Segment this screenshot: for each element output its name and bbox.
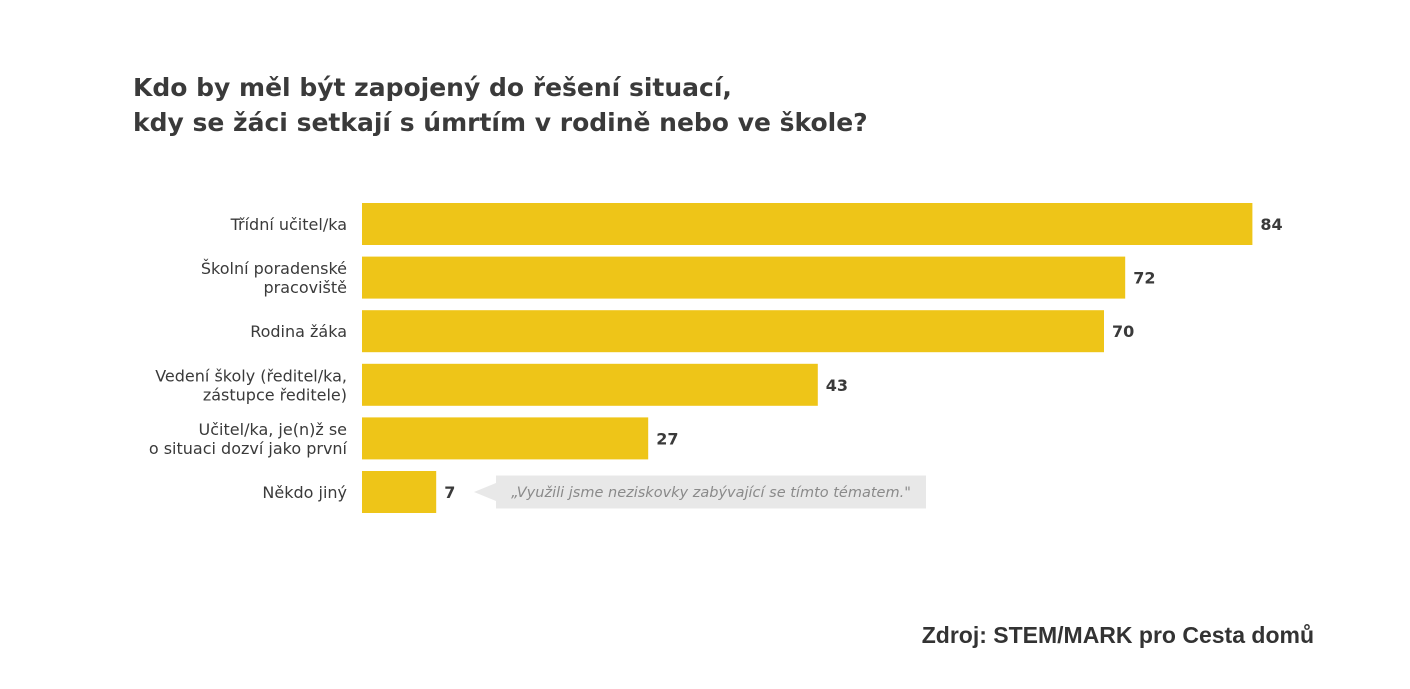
category-label: Někdo jiný [262,483,347,502]
category-label: Rodina žáka [250,322,347,341]
value-label: 7 [444,483,455,502]
value-label: 27 [656,429,678,448]
value-label: 70 [1112,322,1134,341]
value-label: 84 [1260,215,1282,234]
category-label: Vedení školy (ředitel/ka, zástupce ředite… [155,366,347,404]
category-label: Třídní učitel/ka [230,215,347,234]
chart-title-line-1: Kdo by měl být zapojený do řešení situac… [133,73,732,102]
bar [362,417,649,460]
callout-box [496,475,926,509]
bar [362,471,437,513]
bar [362,203,1253,245]
bar [362,256,1126,299]
source-note: Zdroj: STEM/MARK pro Cesta domů [921,622,1314,648]
chart-title: Kdo by měl být zapojený do řešení situac… [133,70,868,140]
chart-title-line-2: kdy se žáci setkají s úmrtím v rodině ne… [133,108,868,137]
bar [362,363,818,406]
callout-pointer [474,483,496,501]
category-label: Školní poradenské pracoviště [201,259,347,297]
callout-text: „Využili jsme neziskovky zabývající se t… [511,485,911,501]
category-label: Učitel/ka, je(n)ž se o situaci dozví jako… [149,420,348,458]
value-label: 72 [1133,269,1155,288]
bar [362,310,1104,353]
value-label: 43 [826,376,848,395]
